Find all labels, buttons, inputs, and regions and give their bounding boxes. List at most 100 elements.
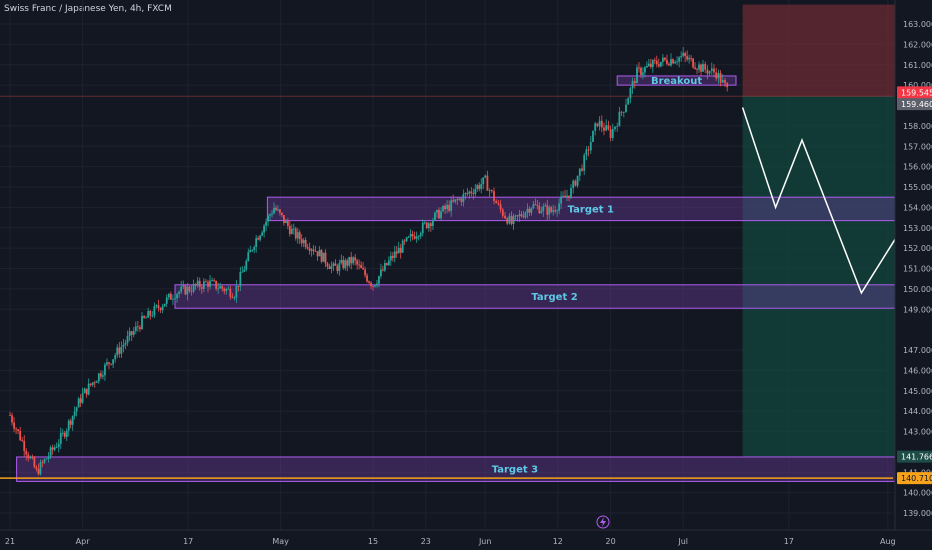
candle-body bbox=[253, 246, 256, 250]
candle-body bbox=[130, 331, 133, 335]
time-tick-label: Aug bbox=[880, 537, 896, 546]
candle-body bbox=[538, 205, 541, 214]
horizontal-lines bbox=[0, 95, 893, 479]
candle-body bbox=[378, 276, 380, 284]
candle-body bbox=[202, 281, 205, 289]
candle-body bbox=[275, 207, 277, 211]
candle-body bbox=[456, 199, 459, 201]
candle-body bbox=[383, 263, 386, 271]
candle-body bbox=[120, 346, 123, 354]
candle-body bbox=[666, 59, 668, 64]
candle-body bbox=[73, 411, 76, 416]
candle-body bbox=[263, 225, 265, 233]
candle-body bbox=[180, 286, 183, 292]
candle-body bbox=[419, 233, 422, 237]
candle-body bbox=[633, 80, 636, 84]
zone-label: Target 2 bbox=[531, 292, 577, 303]
candle-body bbox=[432, 220, 434, 226]
candle-body bbox=[116, 347, 119, 356]
price-tick-label: 155.000 bbox=[903, 183, 932, 192]
candle-body bbox=[552, 210, 555, 212]
candle-body bbox=[225, 289, 228, 292]
candle-body bbox=[411, 234, 414, 237]
candle-body bbox=[724, 79, 726, 84]
price-tick-label: 156.000 bbox=[903, 163, 932, 172]
candle-body bbox=[448, 204, 451, 211]
candle-body bbox=[261, 232, 264, 236]
candle-body bbox=[399, 247, 402, 253]
candle-body bbox=[578, 168, 581, 176]
candle-body bbox=[625, 104, 627, 112]
candle-body bbox=[389, 255, 392, 261]
candle-body bbox=[312, 249, 315, 252]
time-axis[interactable]: 21Apr17May1523Jun1220Jul17Aug1422Sep bbox=[0, 529, 932, 550]
candle-body bbox=[235, 285, 238, 298]
candle-body bbox=[106, 362, 108, 365]
candle-body bbox=[560, 196, 562, 204]
candle-body bbox=[217, 288, 220, 290]
candle-body bbox=[516, 215, 519, 217]
candle-body bbox=[316, 251, 319, 257]
candle-body bbox=[462, 194, 465, 203]
candle-body bbox=[362, 268, 364, 270]
candle-body bbox=[474, 189, 477, 194]
candle-body bbox=[594, 123, 597, 131]
support-price-tag: 140.710 bbox=[901, 474, 932, 483]
candle-body bbox=[499, 204, 502, 210]
candle-body bbox=[370, 282, 372, 287]
candle-body bbox=[642, 72, 644, 75]
candle-body bbox=[237, 285, 240, 287]
candle-body bbox=[37, 469, 40, 475]
candle-body bbox=[558, 203, 561, 211]
candle-body bbox=[506, 218, 509, 224]
candle-body bbox=[587, 149, 590, 151]
candle-body bbox=[11, 415, 13, 423]
zone-label: Target 3 bbox=[492, 465, 538, 476]
candle-body bbox=[598, 120, 601, 127]
candle-body bbox=[356, 260, 359, 265]
candle-body bbox=[417, 236, 420, 238]
candle-body bbox=[169, 293, 172, 300]
time-tick-label: Jun bbox=[478, 537, 492, 546]
candle-body bbox=[85, 388, 88, 395]
candle-body bbox=[104, 364, 106, 376]
candle-body bbox=[249, 250, 252, 253]
price-tick-label: 152.000 bbox=[903, 244, 932, 253]
candle-body bbox=[611, 129, 614, 138]
candle-body bbox=[638, 67, 640, 69]
candle-body bbox=[283, 215, 285, 224]
price-tick-label: 143.000 bbox=[903, 428, 932, 437]
candle-body bbox=[690, 58, 693, 59]
candle-body bbox=[352, 257, 355, 264]
candle-body bbox=[647, 63, 650, 67]
candle-body bbox=[616, 126, 619, 128]
candle-body bbox=[544, 205, 547, 207]
candle-body bbox=[719, 72, 722, 83]
candle-body bbox=[332, 263, 335, 266]
candle-body bbox=[43, 459, 46, 463]
candle-body bbox=[542, 206, 545, 212]
price-tick-label: 145.000 bbox=[903, 387, 932, 396]
candle-body bbox=[672, 59, 674, 64]
candle-body bbox=[265, 221, 267, 226]
candle-body bbox=[132, 331, 135, 335]
candle-body bbox=[592, 130, 594, 142]
candle-body bbox=[229, 288, 232, 297]
candle-body bbox=[300, 239, 303, 244]
candle-body bbox=[717, 72, 720, 79]
candle-body bbox=[674, 61, 676, 64]
candle-body bbox=[151, 315, 154, 317]
candle-body bbox=[442, 205, 444, 212]
candle-body bbox=[482, 177, 485, 185]
candle-body bbox=[344, 260, 347, 269]
candle-body bbox=[196, 280, 199, 286]
candle-body bbox=[713, 68, 715, 73]
price-axis[interactable]: 163.000 162.000 161.000 160.000 158.000 157.0… bbox=[894, 0, 932, 530]
candle-body bbox=[715, 72, 718, 79]
time-tick-label: Apr bbox=[76, 537, 91, 546]
candle-body bbox=[108, 362, 110, 364]
candle-body bbox=[596, 123, 599, 127]
candle-body bbox=[267, 215, 269, 222]
candle-body bbox=[320, 250, 323, 262]
